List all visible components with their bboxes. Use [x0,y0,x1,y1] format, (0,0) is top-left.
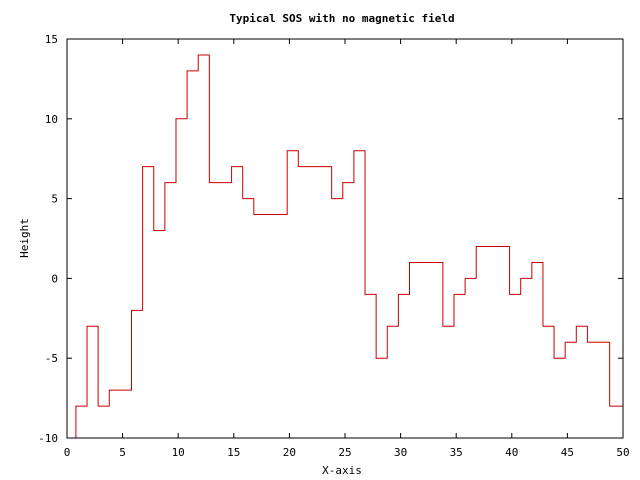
y-tick-label: -10 [38,432,58,445]
y-tick-label: -5 [45,352,58,365]
plot-frame [66,38,624,439]
x-tick-label: 45 [561,446,574,459]
y-tick-label: 0 [51,272,58,285]
y-axis-label: Height [18,218,31,258]
x-tick-label: 50 [616,446,629,459]
x-tick-label: 20 [283,446,296,459]
x-tick-label: 15 [227,446,240,459]
x-tick-label: 5 [119,446,126,459]
chart-title: Typical SOS with no magnetic field [229,12,454,25]
y-tick-label: 15 [45,33,58,46]
x-tick-label: 25 [338,446,351,459]
series-layer [75,54,623,438]
x-axis-label: X-axis [322,464,362,477]
x-tick-label: 40 [505,446,518,459]
x-tick-label: 35 [450,446,463,459]
y-tick-label: 5 [51,193,58,206]
series-line [75,54,623,438]
tick-labels: 0 5 10 15 20 25 30 35 40 45 50 -10 -5 0 5 10 15 [38,33,630,459]
x-tick-label: 10 [172,446,185,459]
x-tick-label: 0 [64,446,71,459]
x-tick-label: 30 [394,446,407,459]
y-tick-label: 10 [45,113,58,126]
